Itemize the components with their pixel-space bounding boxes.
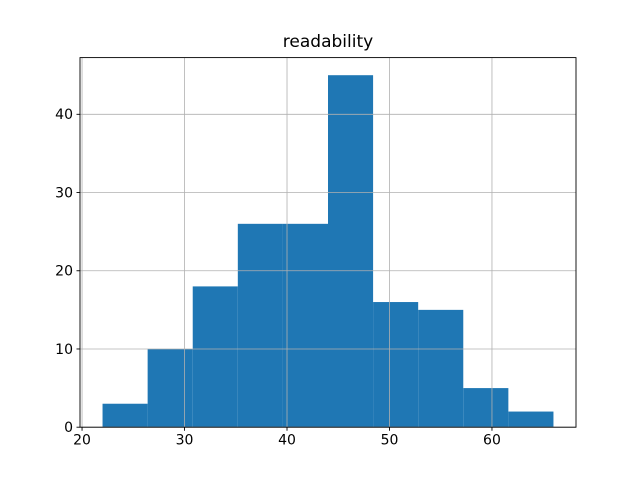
histogram-bar (463, 388, 509, 428)
histogram-bar (373, 302, 419, 428)
y-tick-label: 30 (55, 185, 73, 201)
x-tick-label: 60 (483, 432, 501, 448)
histogram-bar (282, 223, 328, 428)
y-tick-label: 0 (64, 420, 73, 436)
histogram-bar (328, 75, 374, 428)
y-tick-label: 40 (55, 107, 73, 123)
histogram-bar (102, 403, 148, 428)
x-tick-label: 30 (176, 432, 194, 448)
chart-title: readability (282, 32, 374, 52)
y-tick-label: 20 (55, 264, 73, 280)
axes-spines (79, 57, 577, 428)
x-tick-label: 50 (381, 432, 399, 448)
histogram-bar (508, 411, 554, 428)
histogram-bar (192, 286, 238, 428)
histogram-bar (237, 223, 283, 428)
x-tick-label: 40 (278, 432, 296, 448)
histogram-bar (418, 309, 464, 428)
y-tick-label: 10 (55, 342, 73, 358)
histogram-bar (147, 348, 193, 428)
x-tick-label: 20 (73, 432, 91, 448)
